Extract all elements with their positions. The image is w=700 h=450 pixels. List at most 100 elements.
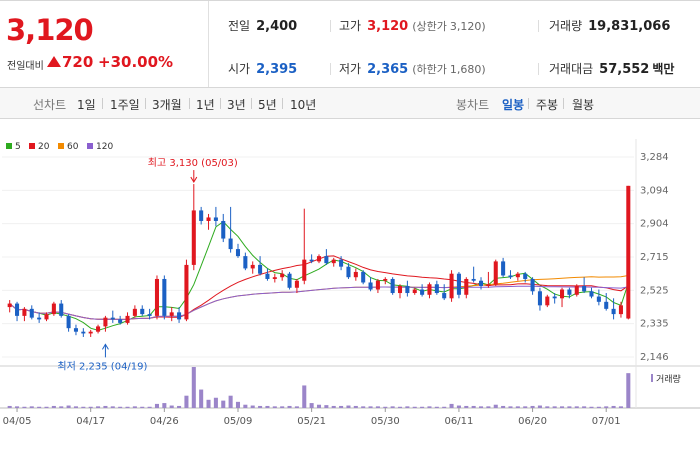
volume-bar [471, 405, 476, 408]
candle-body [132, 308, 137, 316]
volume-bar [213, 397, 218, 408]
legend-swatch [87, 143, 93, 149]
high-annotation: 최고 3,130 (05/03) [148, 157, 238, 169]
tab-line-3m[interactable]: 3개월 [152, 98, 182, 112]
candle-body [88, 331, 93, 334]
candle-body [199, 210, 204, 221]
y-tick-label: 3,094 [640, 185, 669, 196]
volume-bar [272, 406, 277, 408]
volume-bar [118, 406, 123, 408]
tab-line-1w[interactable]: 1주일 [110, 98, 140, 112]
candle-body [287, 273, 292, 288]
low-annotation: 최저 2,235 (04/19) [57, 360, 147, 372]
volume-bar [618, 406, 623, 408]
volume-bar [390, 406, 395, 408]
candle-body [44, 314, 49, 320]
candle-body [478, 280, 484, 286]
high-label: 고가 [339, 19, 362, 33]
candle-body [316, 256, 322, 262]
volume-bar [611, 405, 616, 408]
volume-bar [604, 406, 609, 408]
volume-bar [589, 406, 594, 408]
candle-body [390, 278, 395, 294]
candle-body [272, 277, 277, 279]
candle-body [582, 285, 587, 292]
candle-body [552, 296, 557, 299]
candle-body [154, 278, 160, 316]
divider [538, 20, 539, 32]
y-axis: 3,284 3,094 2,904 2,715 2,525 2,335 2,146 [640, 152, 669, 363]
volume-bar [162, 403, 167, 408]
volume-bar [258, 405, 263, 408]
volume-bars: 거래량 [7, 367, 681, 408]
tab-line-1d[interactable]: 1일 [77, 98, 96, 112]
upper-limit-label: (상한가 [412, 20, 447, 33]
volume-bar [464, 405, 469, 408]
tab-candle-daily[interactable]: 일봉 [502, 98, 525, 112]
divider [189, 98, 190, 109]
volume-bar [228, 395, 233, 408]
candle-body [589, 291, 594, 297]
volume-bar [110, 406, 115, 408]
candle-body [545, 296, 550, 306]
candle-body [110, 317, 115, 320]
candle-chart-label: 봉차트 [456, 98, 490, 112]
candle-body [221, 220, 226, 239]
volume-bar [560, 406, 565, 408]
change-value: 720 [62, 53, 94, 71]
candles [7, 184, 631, 337]
candle-body [140, 308, 145, 315]
volume-bar [44, 406, 49, 408]
volume-bar [81, 406, 86, 408]
quote-panel: 3,120 전일대비 720 +30.00% 전일 2,400 고가 3,120 (상… [0, 0, 700, 88]
volume-bar [582, 406, 587, 408]
volume-bar [383, 406, 388, 408]
high-value: 3,120 [367, 19, 409, 34]
tab-candle-weekly[interactable]: 주봉 [536, 98, 559, 112]
volume-bar [287, 405, 292, 408]
volume-bar [339, 405, 344, 408]
volume-bar [15, 406, 20, 408]
candle-body [147, 314, 152, 316]
volume-bar [397, 406, 403, 408]
volume-bar [375, 406, 380, 408]
tab-line-3y[interactable]: 3년 [227, 98, 246, 112]
candle-body [523, 273, 528, 279]
volume-bar [265, 405, 270, 408]
low-price: 저가 2,365 (하한가 1,680) [339, 60, 486, 77]
candle-body [427, 284, 432, 295]
tab-line-10y[interactable]: 10년 [290, 98, 317, 112]
y-tick-label: 2,715 [640, 252, 669, 263]
volume-bar [537, 405, 542, 408]
tab-line-1y[interactable]: 1년 [196, 98, 215, 112]
volume-bar [361, 406, 366, 408]
tab-line-5y[interactable]: 5년 [258, 98, 277, 112]
tab-candle-monthly[interactable]: 월봉 [572, 98, 595, 112]
volume-value: 19,831,066 [588, 19, 671, 34]
volume-bar [191, 367, 196, 408]
volume-bar [294, 406, 299, 408]
legend-swatch [58, 143, 64, 149]
candle-body [420, 289, 425, 295]
upper-limit-value: 3,120) [449, 20, 486, 33]
candle-body [213, 217, 218, 221]
candle-body [361, 271, 366, 283]
volume-bar [154, 403, 160, 408]
volume-bar [7, 405, 12, 408]
up-arrow-icon [47, 56, 61, 67]
legend: 5 20 60 120 [6, 142, 113, 152]
volume-bar [353, 405, 358, 408]
x-tick-label: 04/17 [76, 416, 105, 427]
price-chart: 5 20 60 120 최고 3,130 (05/03) 최저 2,235 (04/19… [0, 139, 700, 427]
volume-bar [169, 405, 174, 408]
candle-body [96, 326, 101, 332]
candle-body [294, 280, 299, 288]
volume-bar [626, 373, 631, 408]
divider [282, 98, 283, 109]
volume-bar [51, 405, 56, 408]
volume-bar [530, 405, 535, 408]
volume-bar [22, 406, 27, 408]
candle-body [250, 264, 255, 269]
candle-body [501, 261, 506, 276]
volume-bar [59, 406, 64, 408]
